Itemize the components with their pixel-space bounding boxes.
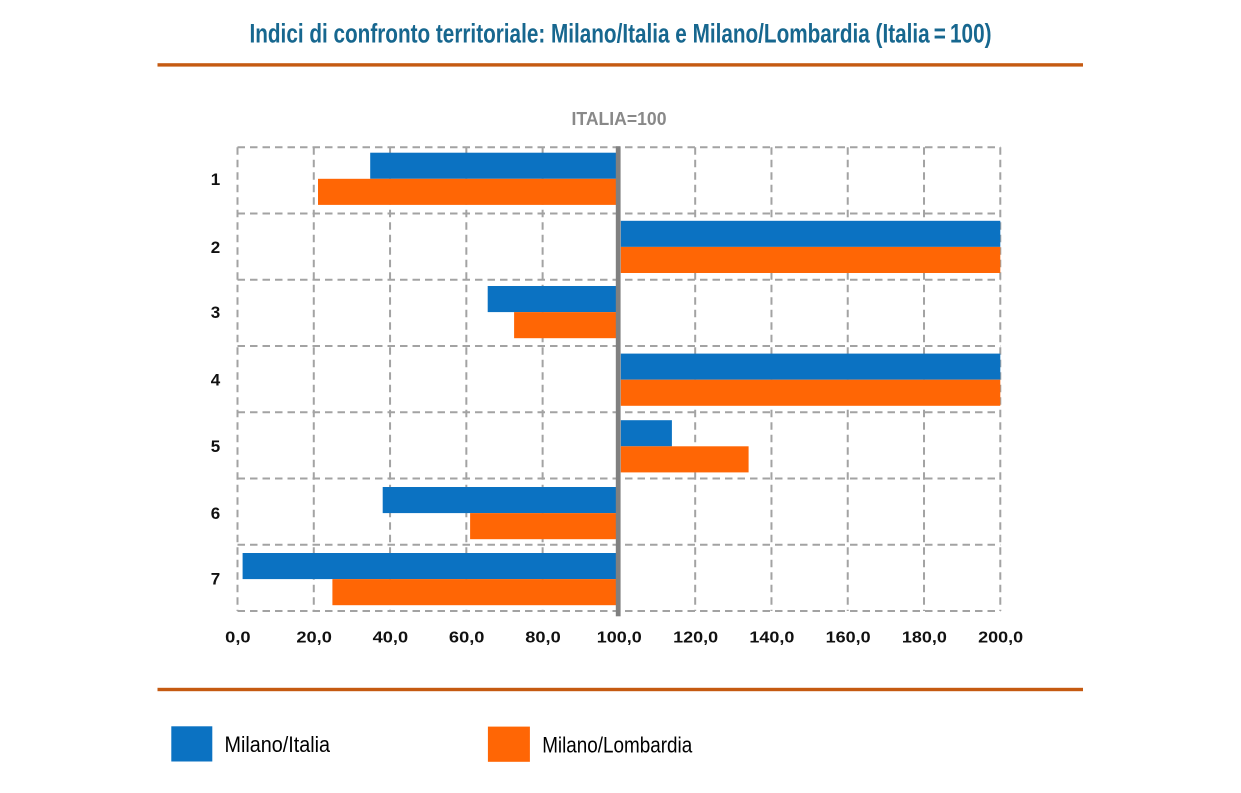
svg-text:4: 4 — [211, 370, 221, 389]
svg-text:80,0: 80,0 — [525, 630, 561, 647]
svg-text:5: 5 — [211, 437, 220, 456]
svg-text:6: 6 — [211, 504, 220, 523]
svg-text:200,0: 200,0 — [978, 630, 1023, 647]
svg-text:Milano/Italia: Milano/Italia — [225, 732, 331, 757]
svg-text:Milano/Lombardia: Milano/Lombardia — [542, 732, 693, 757]
svg-text:120,0: 120,0 — [673, 630, 718, 647]
svg-text:0,0: 0,0 — [225, 630, 251, 647]
svg-text:7: 7 — [211, 569, 220, 588]
svg-text:Indici di confronto territoria: Indici di confronto territoriale: Milano… — [250, 19, 992, 49]
svg-text:2: 2 — [211, 238, 220, 257]
svg-text:100,0: 100,0 — [597, 630, 642, 647]
svg-text:ITALIA=100: ITALIA=100 — [572, 108, 667, 129]
svg-text:3: 3 — [211, 303, 220, 322]
svg-text:1: 1 — [211, 170, 220, 189]
svg-text:180,0: 180,0 — [902, 630, 947, 647]
svg-text:140,0: 140,0 — [749, 630, 794, 647]
svg-text:60,0: 60,0 — [449, 630, 485, 647]
svg-text:20,0: 20,0 — [296, 630, 332, 647]
svg-text:40,0: 40,0 — [373, 630, 409, 647]
svg-text:160,0: 160,0 — [826, 630, 871, 647]
